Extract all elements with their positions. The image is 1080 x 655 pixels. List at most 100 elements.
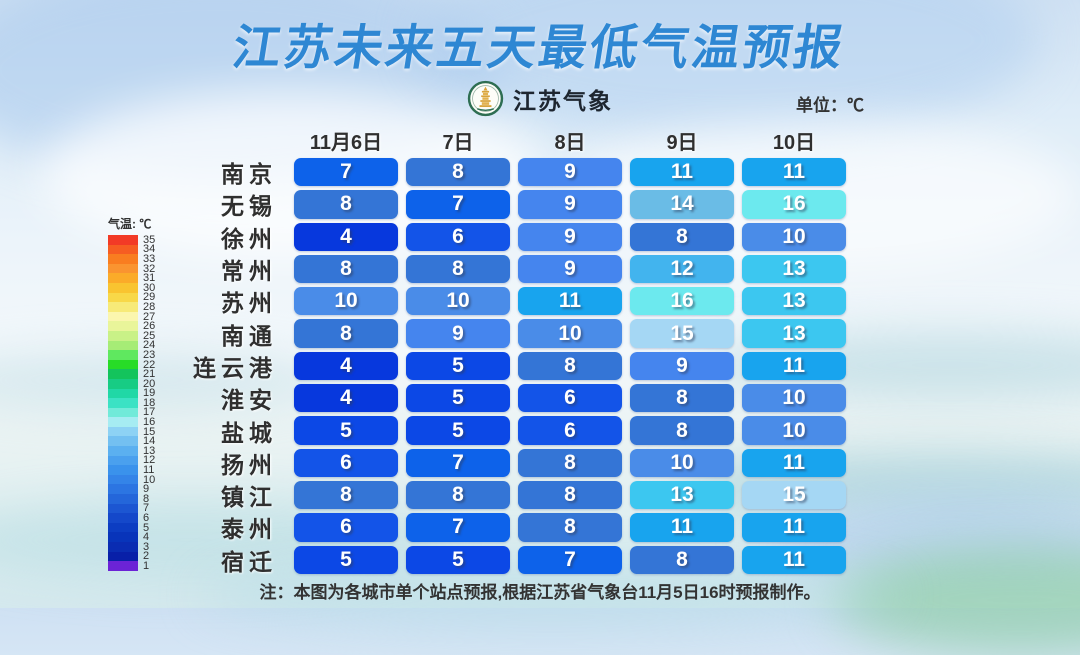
legend-value: 24 xyxy=(143,339,156,352)
temp-cell-slot: 15 xyxy=(738,479,850,511)
legend-row: 27 xyxy=(108,311,155,322)
city-label: 徐州 xyxy=(221,225,277,252)
legend-row: 20 xyxy=(108,377,156,390)
legend-swatch xyxy=(108,522,138,533)
temp-cell: 8 xyxy=(294,190,398,219)
temp-cell-slot: 7 xyxy=(290,156,402,188)
temp-cell-slot: 5 xyxy=(402,544,514,576)
temp-cell-slot: 8 xyxy=(626,414,738,446)
temp-cell-slot: 13 xyxy=(738,253,850,285)
temp-cell-slot: 5 xyxy=(402,414,514,446)
temp-cell-slot: 4 xyxy=(290,350,402,382)
temp-cell-slot: 14 xyxy=(626,188,738,220)
legend-swatch xyxy=(108,484,138,495)
temp-cell-slot: 8 xyxy=(402,479,514,511)
temp-cell-slot: 7 xyxy=(402,447,514,479)
temp-cell-slot: 8 xyxy=(402,253,514,285)
temp-cell: 9 xyxy=(406,319,510,348)
temp-cell-slot: 8 xyxy=(514,479,626,511)
temp-cell: 5 xyxy=(406,545,510,574)
page-title-text: 江苏未来五天最低气温预报 xyxy=(228,22,850,75)
temp-cell: 8 xyxy=(406,254,510,284)
temp-cell-slot: 11 xyxy=(738,156,850,188)
temp-cell: 7 xyxy=(406,513,510,542)
temp-cell-slot: 13 xyxy=(738,317,850,349)
legend-value: 28 xyxy=(143,300,156,313)
city-label: 淮安 xyxy=(221,387,277,414)
legend-value: 31 xyxy=(143,272,156,285)
temp-cell-slot: 13 xyxy=(738,285,850,317)
temp-cell-slot: 9 xyxy=(514,221,626,253)
temperature-legend: 气温: ℃ 35 34 33 32 31 30 29 28 27 26 25 24 23 22 21 20 19… xyxy=(108,215,155,571)
temp-cell-slot: 6 xyxy=(402,221,514,253)
legend-value: 13 xyxy=(143,444,156,457)
legend-row: 1 xyxy=(108,560,155,571)
legend-row: 9 xyxy=(108,484,155,495)
legend-swatch xyxy=(108,254,138,264)
legend-row: 22 xyxy=(108,359,155,370)
temp-cell: 5 xyxy=(406,416,510,445)
temp-cell: 8 xyxy=(630,545,734,574)
temp-cell-slot: 7 xyxy=(402,511,514,543)
legend-value: 5 xyxy=(143,521,150,534)
legend-value: 23 xyxy=(143,348,156,361)
legend-value: 30 xyxy=(143,281,156,294)
temp-cell: 4 xyxy=(294,384,398,413)
table-corner xyxy=(182,124,290,156)
background-wash xyxy=(0,350,340,410)
temp-cell: 6 xyxy=(406,222,510,251)
legend-value: 17 xyxy=(143,406,156,419)
date-header: 11月6日 xyxy=(309,131,383,154)
temp-cell: 11 xyxy=(742,513,846,542)
temp-cell-slot: 8 xyxy=(290,188,402,220)
temp-cell: 10 xyxy=(518,319,622,348)
legend-row: 7 xyxy=(108,503,155,514)
legend-value: 32 xyxy=(143,262,156,275)
city-label: 宿迁 xyxy=(221,548,277,575)
temp-cell-slot: 8 xyxy=(626,382,738,414)
temp-cell: 14 xyxy=(630,190,734,219)
temp-cell: 8 xyxy=(406,480,510,510)
legend-row: 28 xyxy=(108,300,156,313)
legend-value: 20 xyxy=(143,377,156,390)
temp-cell: 15 xyxy=(630,319,734,348)
agency-logo-text: 江苏气象 xyxy=(513,87,613,114)
legend-value: 10 xyxy=(143,473,156,486)
legend-value: 34 xyxy=(143,243,156,256)
city-label: 南京 xyxy=(221,161,277,188)
legend-row: 29 xyxy=(108,292,155,303)
temp-cell-slot: 10 xyxy=(290,285,402,317)
temp-cell: 9 xyxy=(630,351,734,381)
temp-cell-slot: 11 xyxy=(626,511,738,543)
legend-swatch xyxy=(108,263,138,274)
temp-cell: 4 xyxy=(294,351,398,381)
temp-cell-slot: 7 xyxy=(402,188,514,220)
temp-cell: 8 xyxy=(518,513,622,542)
legend-row: 34 xyxy=(108,243,156,256)
temp-cell: 7 xyxy=(406,448,510,477)
legend-value: 18 xyxy=(143,396,156,409)
temp-cell-slot: 11 xyxy=(626,156,738,188)
legend-swatch xyxy=(108,244,138,255)
temp-cell-slot: 9 xyxy=(514,188,626,220)
temp-cell-slot: 11 xyxy=(738,511,850,543)
city-label: 苏州 xyxy=(221,290,277,317)
legend-value: 33 xyxy=(143,252,156,265)
temp-cell: 8 xyxy=(294,254,398,284)
temp-cell-slot: 10 xyxy=(738,382,850,414)
temp-cell-slot: 11 xyxy=(738,350,850,382)
date-header: 10日 xyxy=(772,131,816,154)
temp-cell-slot: 4 xyxy=(290,221,402,253)
temp-cell: 10 xyxy=(742,416,846,445)
temp-cell: 7 xyxy=(406,190,510,219)
temp-cell: 7 xyxy=(294,158,398,187)
city-label: 无锡 xyxy=(221,193,277,220)
temp-cell: 8 xyxy=(630,384,734,413)
legend-row: 23 xyxy=(108,348,156,361)
legend-swatch xyxy=(108,330,138,341)
legend-row: 24 xyxy=(108,339,156,352)
legend-row: 12 xyxy=(108,455,155,466)
temp-cell-slot: 11 xyxy=(514,285,626,317)
legend-value: 11 xyxy=(143,464,155,477)
legend-value: 2 xyxy=(143,550,150,563)
